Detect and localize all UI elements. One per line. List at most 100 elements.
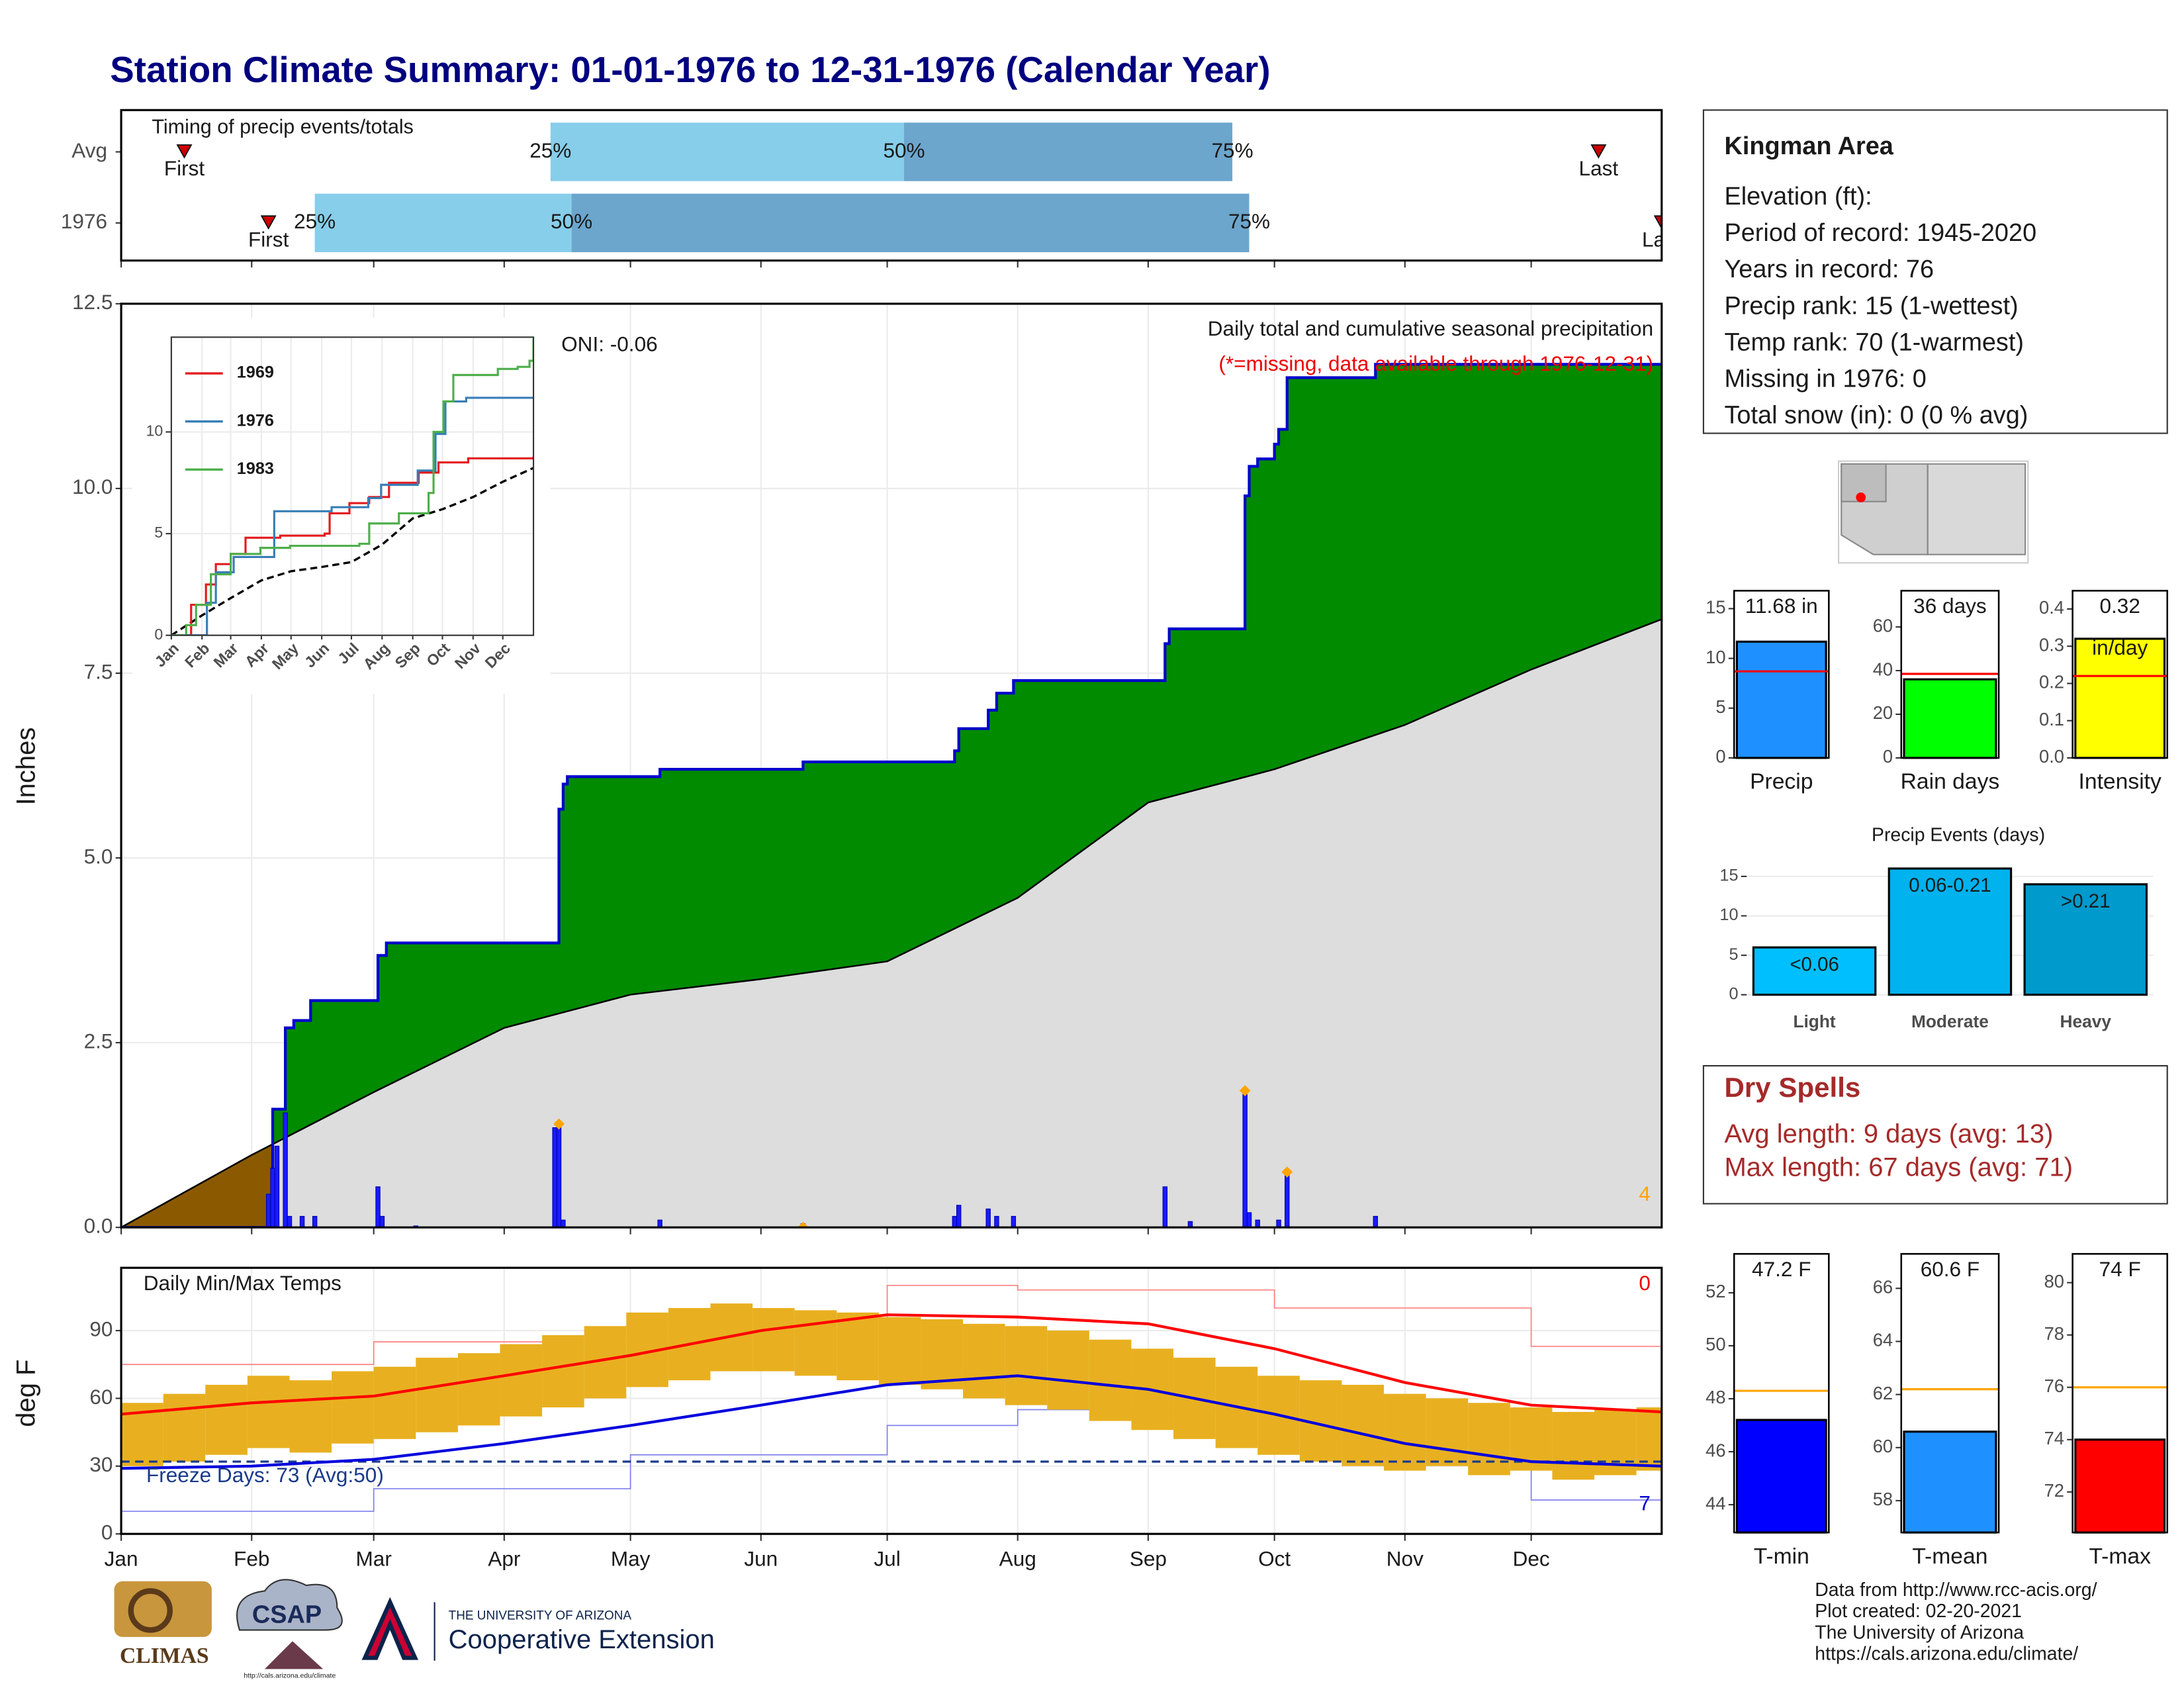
quantile-label: 25% bbox=[294, 209, 336, 233]
station-line: Elevation (ft): bbox=[1724, 183, 1872, 211]
logos: CLIMAS CSAP http://cals.arizona.edu/clim… bbox=[114, 1579, 715, 1680]
daily-bar bbox=[956, 1205, 962, 1228]
x-tick-label: Heavy bbox=[2060, 1011, 2112, 1031]
daily-range bbox=[921, 1319, 964, 1389]
average-line bbox=[121, 1313, 1662, 1416]
y-tick-label: 0 bbox=[1883, 746, 1893, 767]
summary-bar bbox=[2074, 637, 2166, 759]
daily-bar bbox=[985, 1208, 991, 1228]
series-line bbox=[171, 338, 534, 635]
summary-bar bbox=[1903, 1430, 1997, 1534]
daily-bar bbox=[1162, 1186, 1168, 1228]
panel-label: Intensity bbox=[2079, 770, 2162, 794]
inset-border bbox=[170, 336, 535, 636]
credit-line: https://cals.arizona.edu/climate/ bbox=[1815, 1644, 2078, 1665]
y-tick-label: 5 bbox=[1715, 696, 1725, 717]
daily-range bbox=[332, 1371, 374, 1444]
timing-title: Timing of precip events/totals bbox=[152, 116, 414, 138]
x-tick-label: Aug bbox=[999, 1547, 1036, 1571]
y-tick-label: 40 bbox=[1873, 659, 1893, 679]
daily-range bbox=[1384, 1393, 1426, 1471]
panel-border bbox=[1900, 590, 2000, 759]
summary-panel: 58 60 62 64 66 60.6 F T-mean bbox=[1873, 1252, 2000, 1569]
y-tick-label: 12.5 bbox=[72, 290, 113, 314]
panel-border bbox=[1733, 590, 1830, 759]
panel-label: T-min bbox=[1754, 1544, 1809, 1569]
late-bar bbox=[571, 193, 1250, 252]
early-bar bbox=[314, 193, 572, 252]
panel-label: T-max bbox=[2089, 1544, 2151, 1569]
x-tick-label: Oct bbox=[1258, 1547, 1291, 1571]
quantile-label: 50% bbox=[883, 138, 925, 162]
y-tick-label: 15 bbox=[1706, 597, 1725, 618]
event-marker bbox=[1590, 144, 1607, 159]
y-tick-label: 58 bbox=[1873, 1489, 1893, 1509]
summary-bar bbox=[1903, 678, 1997, 759]
record-marker bbox=[1281, 1166, 1293, 1178]
daily-bar bbox=[556, 1123, 562, 1228]
unit-label: in/day bbox=[2092, 635, 2148, 659]
daily-bar bbox=[952, 1215, 958, 1228]
summary-panel: 0.0 0.1 0.2 0.3 0.4 0.32 in/day Intensity bbox=[2039, 590, 2169, 794]
value-label: 36 days bbox=[1913, 594, 1987, 618]
x-tick-label: Moderate bbox=[1911, 1011, 1989, 1031]
daily-range bbox=[247, 1376, 290, 1448]
map-state bbox=[1841, 463, 1887, 502]
summary-bar bbox=[2074, 1438, 2166, 1534]
daily-bar bbox=[994, 1215, 999, 1228]
daily-range bbox=[542, 1335, 584, 1408]
daily-bar bbox=[1246, 1212, 1252, 1228]
y-tick-label: 0 bbox=[1715, 746, 1725, 767]
daily-bar bbox=[375, 1186, 381, 1228]
daily-range bbox=[457, 1353, 500, 1426]
y-tick-label: 0 bbox=[1729, 984, 1738, 1003]
summary-panel: 44 46 48 50 52 47.2 F T-min bbox=[1706, 1252, 1830, 1569]
record-line bbox=[121, 1409, 1662, 1512]
panel-label: Precip bbox=[1750, 770, 1813, 794]
credit-line: The University of Arizona bbox=[1815, 1622, 2024, 1643]
average-line bbox=[171, 467, 534, 635]
location-map bbox=[1838, 460, 2029, 564]
y-tick-label: 5.0 bbox=[84, 844, 113, 868]
y-tick-label: 10.0 bbox=[72, 475, 113, 498]
x-tick-label: Light bbox=[1793, 1011, 1835, 1031]
y-tick-label: 0.0 bbox=[2039, 746, 2064, 767]
dry-line: Avg length: 9 days (avg: 13) bbox=[1724, 1119, 2053, 1149]
event-label: First bbox=[164, 156, 205, 180]
timing-rows: 25% 50% 75% First Last 25% 50% 75% First Last bbox=[164, 122, 1682, 252]
y-tick-label: 0.3 bbox=[2039, 634, 2064, 655]
station-line: Missing in 1976: 0 bbox=[1724, 365, 1926, 393]
series-line bbox=[171, 397, 534, 635]
daily-range bbox=[416, 1358, 458, 1432]
daily-bar bbox=[312, 1215, 318, 1228]
y-tick-label: 0 bbox=[101, 1521, 113, 1544]
freeze-note: Freeze Days: 73 (Avg:50) bbox=[146, 1463, 384, 1487]
daily-bar bbox=[1285, 1175, 1290, 1228]
y-tick-label: 64 bbox=[1873, 1330, 1893, 1350]
y-tick-label: 2.5 bbox=[84, 1029, 113, 1053]
y-tick-label: 60 bbox=[1873, 615, 1893, 635]
daily-range bbox=[878, 1317, 921, 1385]
x-tick-label: Jan bbox=[105, 1547, 138, 1571]
event-marker bbox=[176, 144, 193, 159]
event-label: Last bbox=[1642, 227, 1682, 251]
station-line: Period of record: 1945-2020 bbox=[1724, 219, 2036, 247]
y-tick-label: 0.2 bbox=[2039, 672, 2064, 692]
event-marker bbox=[1653, 215, 1662, 230]
y-tick-label: 46 bbox=[1706, 1440, 1725, 1460]
quantile-label: 50% bbox=[551, 209, 592, 233]
quantile-label: 75% bbox=[1228, 209, 1270, 233]
dry-box bbox=[1702, 1064, 2168, 1205]
temp-title: Daily Min/Max Temps bbox=[144, 1271, 341, 1295]
y-tick-label: 74 bbox=[2044, 1428, 2064, 1448]
panel-border bbox=[2071, 590, 2169, 759]
credits: Data from http://www.rcc-acis.org/Plot c… bbox=[1815, 1579, 2097, 1665]
events-title: Precip Events (days) bbox=[1872, 824, 2045, 845]
x-tick-label: Dec bbox=[1513, 1547, 1550, 1571]
daily-range bbox=[1342, 1384, 1385, 1466]
panel-border bbox=[120, 109, 1663, 262]
average-line bbox=[121, 1374, 1662, 1470]
dry-line: Max length: 67 days (avg: 71) bbox=[1724, 1152, 2073, 1182]
y-axis-label: Inches bbox=[12, 727, 41, 806]
